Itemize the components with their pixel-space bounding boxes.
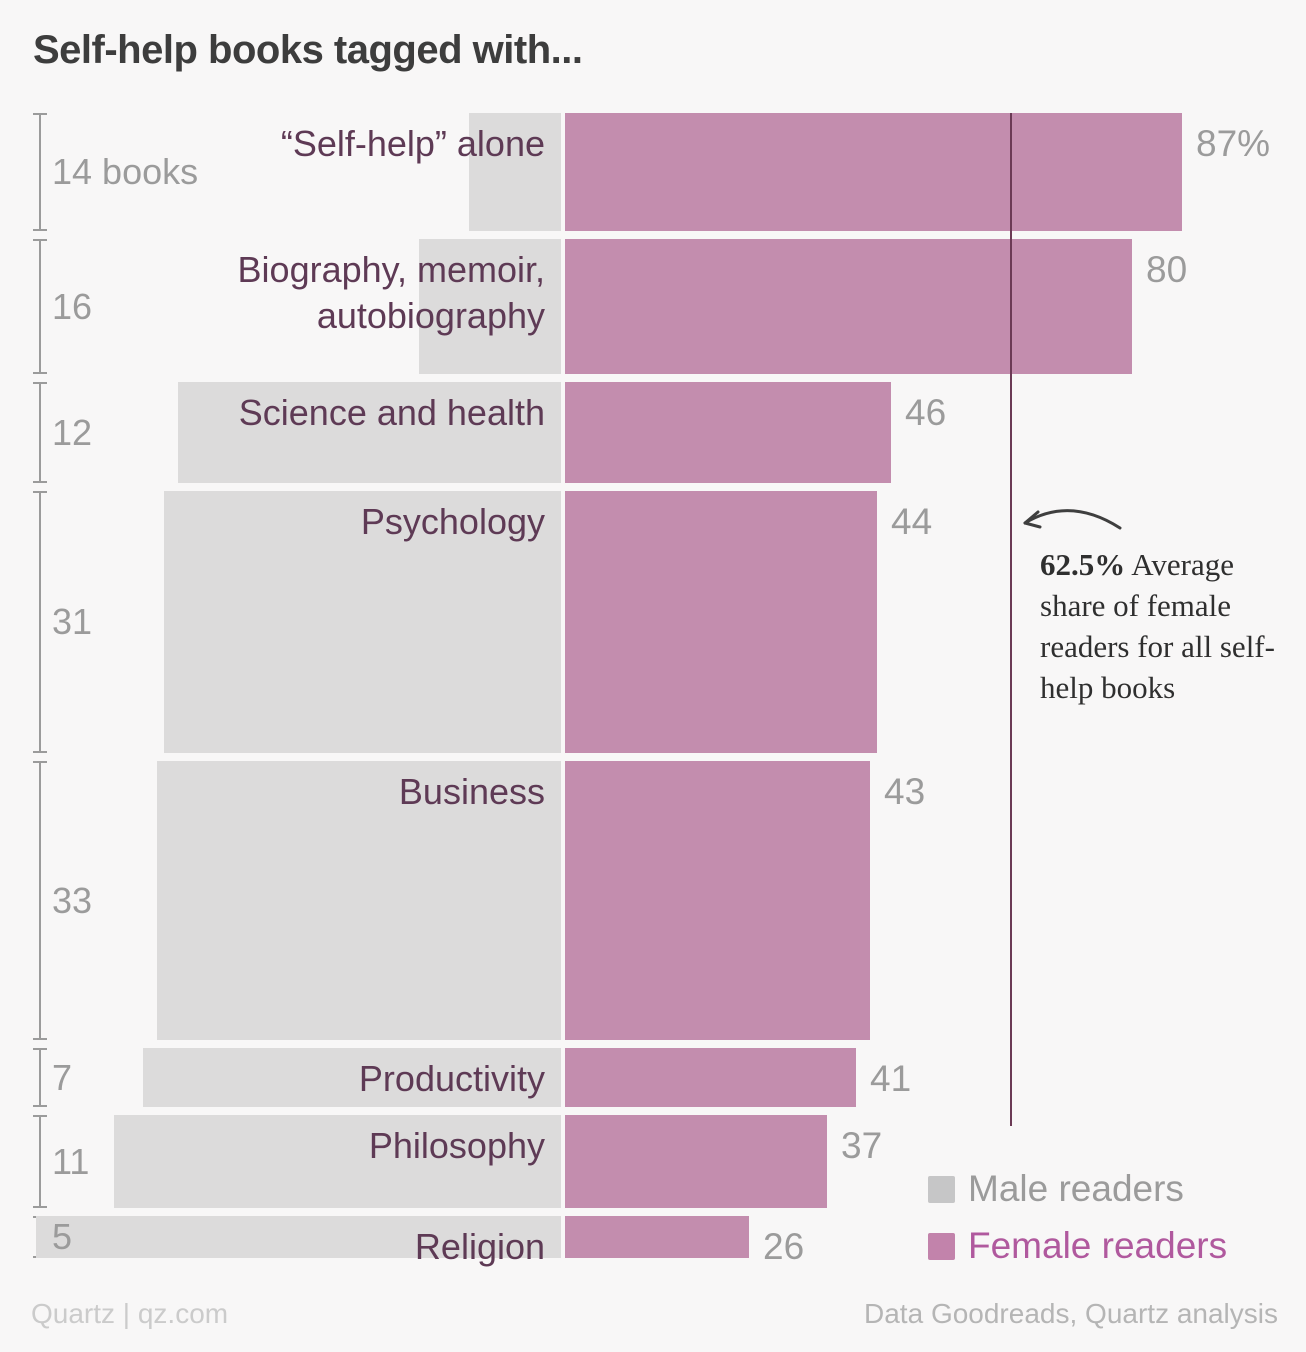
male-swatch-icon: [928, 1175, 955, 1203]
female-readers-bar: [565, 491, 877, 753]
male-readers-bar: [114, 1115, 561, 1208]
male-readers-bar: [143, 1048, 561, 1107]
female-value-label: 43: [884, 771, 926, 812]
female-readers-bar: [565, 1216, 749, 1258]
female-readers-bar: [565, 761, 870, 1040]
female-value-label: 87%: [1196, 123, 1271, 164]
male-readers-bar: [178, 382, 561, 483]
book-count-label: 31: [52, 601, 93, 642]
male-readers-bar: [469, 113, 561, 231]
category-label: Philosophy: [368, 1125, 545, 1166]
book-count-label: 7: [52, 1056, 73, 1098]
male-readers-bar: [164, 491, 561, 753]
category-label: Psychology: [360, 501, 545, 542]
category-row: 33 Business 43: [0, 761, 1306, 1040]
female-readers-bar: [565, 1115, 827, 1208]
female-value-label: 80: [1146, 249, 1188, 290]
category-row: 14 books “Self-help” alone 87%: [0, 113, 1306, 231]
category-label: Biography, memoir, autobiography: [237, 249, 545, 336]
annotation-value: 62.5%: [1040, 547, 1126, 582]
annotation-arrow-icon: [1023, 509, 1122, 530]
legend-label-male: Male readers: [968, 1168, 1184, 1209]
book-count-label: 11: [52, 1140, 90, 1182]
chart-title: Self-help books tagged with...: [33, 28, 583, 72]
legend: Male readers Female readers: [928, 1168, 1227, 1282]
category-row: 31 Psychology 44: [0, 491, 1306, 753]
row-bracket: [33, 1048, 47, 1107]
book-count-label: 12: [52, 411, 93, 453]
female-readers-bar: [565, 1048, 856, 1107]
female-readers-bar: [565, 113, 1182, 231]
female-readers-bar: [565, 239, 1132, 374]
category-row: 12 Science and health 46: [0, 382, 1306, 483]
source-attribution-right: Data Goodreads, Quartz analysis: [864, 1298, 1278, 1329]
female-value-label: 26: [763, 1226, 805, 1267]
female-readers-bar: [565, 382, 891, 483]
book-count-label: 5: [52, 1216, 73, 1257]
row-bracket: [33, 239, 47, 374]
bars-area: 14 books “Self-help” alone 87% 16 Biogra…: [0, 113, 1306, 1267]
category-row: 16 Biography, memoir, autobiography 80: [0, 239, 1306, 374]
category-row: 7 Productivity 41: [0, 1048, 1306, 1107]
book-count-label: 14 books: [52, 151, 199, 192]
category-label: Business: [398, 771, 545, 812]
male-readers-bar: [419, 239, 561, 374]
category-label: Religion: [414, 1226, 545, 1267]
legend-item-male: Male readers: [928, 1168, 1227, 1210]
male-readers-bar: [157, 761, 561, 1040]
annotation-text: Average share of female readers for all …: [1040, 547, 1275, 705]
legend-label-female: Female readers: [968, 1225, 1228, 1266]
average-annotation: 62.5% Average share of female readers fo…: [1040, 544, 1292, 708]
category-row: 11 Philosophy 37: [0, 1115, 1306, 1208]
female-value-label: 44: [891, 501, 933, 542]
row-bracket: [33, 113, 47, 231]
row-bracket: [33, 761, 47, 1040]
source-attribution-left: Quartz | qz.com: [31, 1298, 229, 1329]
category-label: Science and health: [238, 392, 545, 433]
legend-item-female: Female readers: [928, 1225, 1227, 1267]
category-row: 5 Religion 26: [0, 1216, 1306, 1267]
male-readers-bar: [36, 1216, 561, 1258]
female-value-label: 46: [905, 392, 947, 433]
category-label: Productivity: [358, 1058, 545, 1099]
female-value-label: 37: [841, 1125, 883, 1166]
row-bracket: [33, 491, 47, 753]
row-bracket: [33, 382, 47, 483]
category-label: “Self-help” alone: [280, 123, 545, 164]
female-value-label: 41: [870, 1058, 912, 1099]
row-bracket: [33, 1115, 47, 1208]
book-count-label: 33: [52, 879, 93, 921]
female-swatch-icon: [928, 1232, 955, 1260]
average-line: [1010, 113, 1012, 1126]
book-count-label: 16: [52, 285, 93, 327]
